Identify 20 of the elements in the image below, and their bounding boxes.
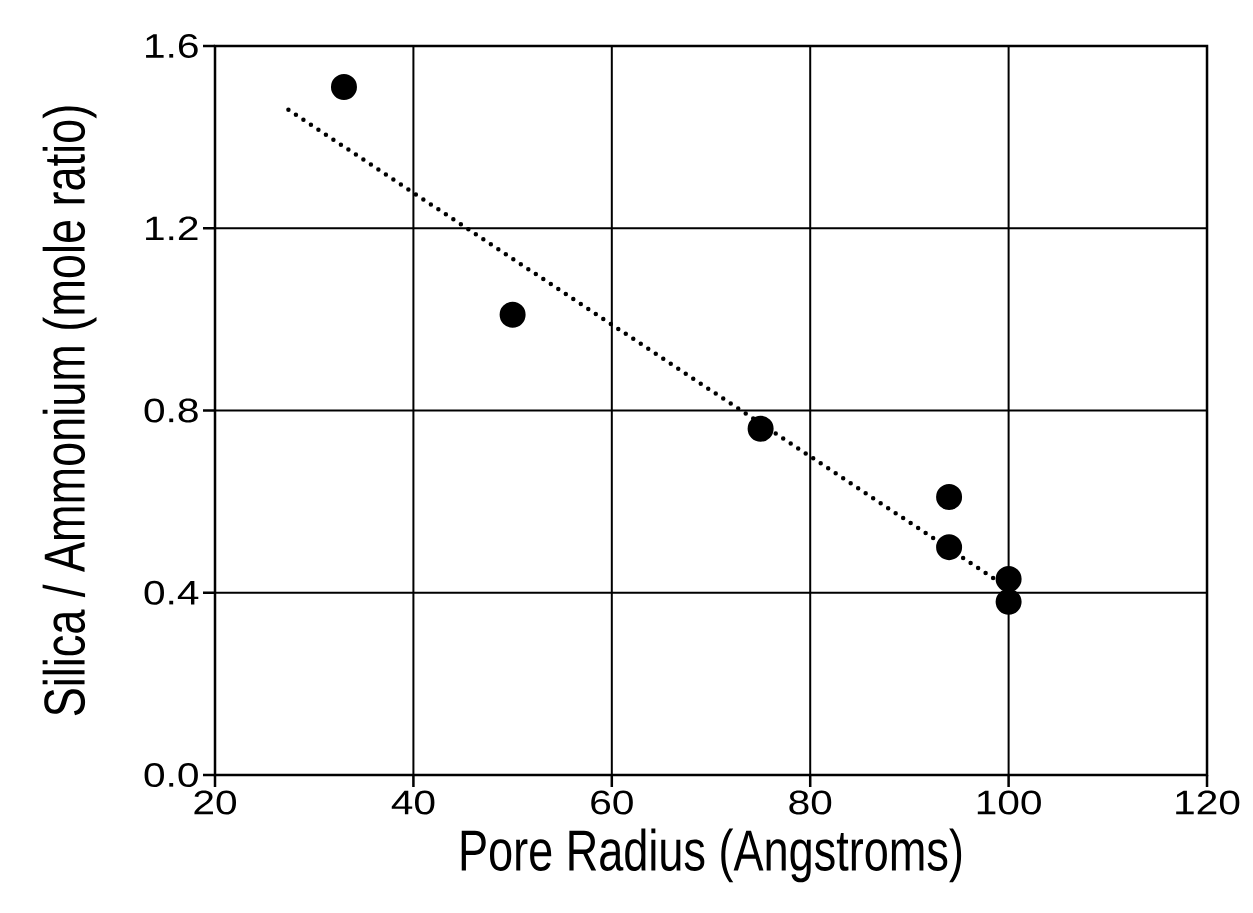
x-tick-label: 60 bbox=[591, 790, 633, 815]
x-tick-label: 80 bbox=[789, 790, 832, 815]
x-tick-label: 40 bbox=[391, 790, 435, 815]
y-tick-label: 0.8 bbox=[144, 398, 198, 423]
y-tick-label: 0.4 bbox=[144, 580, 199, 605]
x-tick-label: 20 bbox=[194, 790, 237, 815]
y-axis-title: Silica / Ammonium (mole ratio) bbox=[42, 106, 97, 716]
x-tick-label: 100 bbox=[977, 790, 1041, 815]
y-tick-label: 1.2 bbox=[146, 216, 198, 241]
y-tick-label: 1.6 bbox=[146, 33, 198, 58]
point bbox=[936, 534, 963, 561]
point bbox=[330, 73, 357, 100]
point bbox=[936, 484, 963, 511]
x-tick-label: 120 bbox=[1176, 790, 1240, 815]
x-axis-title: Pore Radius (Angstroms) bbox=[461, 828, 962, 883]
y-tick-label: 0.0 bbox=[144, 762, 198, 787]
point bbox=[499, 301, 526, 328]
point bbox=[995, 588, 1022, 615]
point bbox=[995, 566, 1022, 593]
point bbox=[747, 415, 774, 442]
